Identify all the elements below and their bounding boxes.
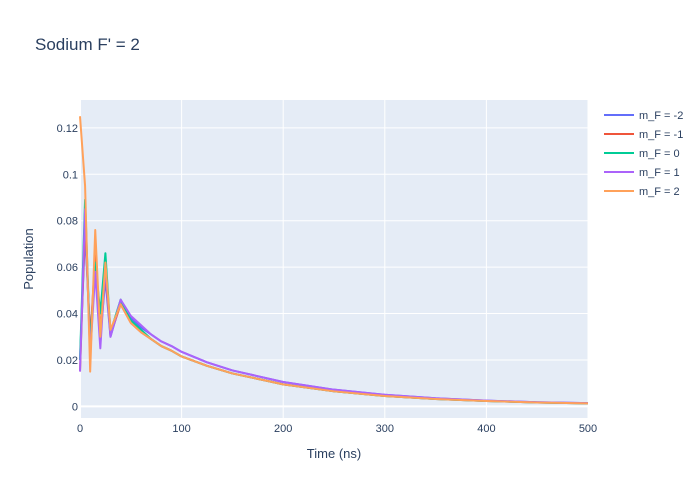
- legend: m_F = -2 m_F = -1 m_F = 0 m_F = 1 m_F = 2: [604, 110, 683, 198]
- y-tick-label: 0.12: [57, 123, 78, 135]
- x-tick-label: 500: [579, 423, 597, 435]
- y-tick-label: 0.02: [57, 355, 78, 367]
- y-axis-label: Population: [21, 228, 36, 289]
- x-axis-label: Time (ns): [307, 446, 361, 461]
- x-tick-label: 0: [77, 423, 83, 435]
- legend-label: m_F = 0: [639, 148, 680, 160]
- legend-label: m_F = 2: [639, 186, 680, 198]
- x-tick-labels: 0 100 200 300 400 500: [77, 423, 597, 435]
- y-tick-label: 0: [72, 401, 78, 413]
- legend-label: m_F = 1: [639, 167, 680, 179]
- legend-label: m_F = -1: [639, 129, 683, 141]
- y-tick-labels: 0 0.02 0.04 0.06 0.08 0.1 0.12: [57, 123, 78, 414]
- series-line-4: [79, 116, 589, 405]
- x-tick-label: 300: [376, 423, 394, 435]
- y-tick-label: 0.1: [63, 169, 78, 181]
- x-tick-label: 400: [477, 423, 495, 435]
- legend-label: m_F = -2: [639, 110, 683, 122]
- x-tick-label: 200: [274, 423, 292, 435]
- y-tick-label: 0.08: [57, 216, 78, 228]
- x-tick-label: 100: [172, 423, 190, 435]
- y-tick-label: 0.04: [57, 309, 78, 321]
- series-line-3: [79, 208, 589, 405]
- plot-area: [80, 100, 588, 418]
- series-layer: [79, 116, 589, 405]
- grid-lines: [79, 100, 589, 418]
- chart-title: Sodium F' = 2: [35, 35, 140, 54]
- y-tick-label: 0.06: [57, 262, 78, 274]
